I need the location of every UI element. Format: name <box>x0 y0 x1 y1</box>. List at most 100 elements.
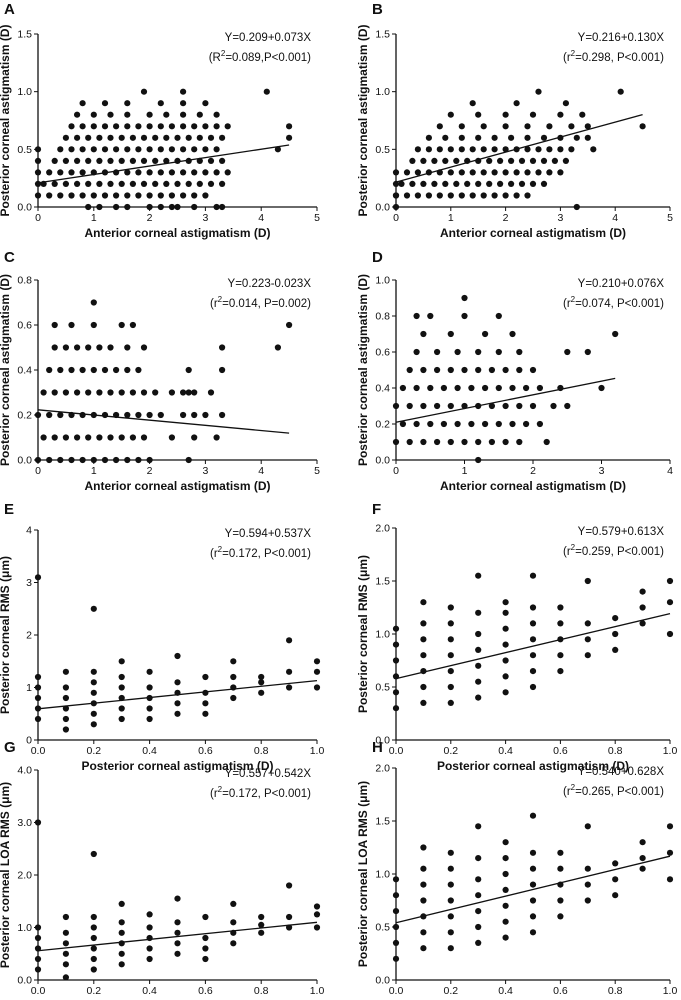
x-tick-label: 0 <box>393 212 399 224</box>
data-point <box>191 123 198 130</box>
data-point <box>529 881 537 888</box>
data-point <box>34 180 42 187</box>
data-point <box>420 366 427 374</box>
data-point <box>509 330 516 338</box>
data-point <box>475 646 482 654</box>
y-tick-label: 1.0 <box>375 869 390 881</box>
data-point <box>409 180 416 187</box>
data-point <box>414 146 421 153</box>
data-point <box>135 146 142 153</box>
data-point <box>612 892 619 899</box>
x-tick-label: 2 <box>530 465 536 477</box>
data-point <box>213 146 220 153</box>
data-point <box>163 180 170 187</box>
data-point <box>68 366 75 374</box>
y-axis-label: Posterior corneal RMS (μm) <box>356 555 370 713</box>
data-point <box>420 402 427 410</box>
data-point <box>174 940 181 947</box>
regression-equation: Y=0.557+0.542X <box>225 768 312 780</box>
data-point <box>90 299 97 306</box>
data-point <box>230 940 237 947</box>
data-point <box>392 939 400 947</box>
data-point <box>523 420 530 428</box>
data-point <box>392 876 400 883</box>
data-point <box>85 344 92 351</box>
stat-prefix: (r <box>210 298 218 310</box>
data-point <box>118 919 125 926</box>
x-tick-label: 4 <box>258 465 264 477</box>
data-point <box>475 366 482 374</box>
data-point <box>420 599 427 606</box>
data-point <box>124 192 131 199</box>
data-point <box>469 192 476 199</box>
data-point <box>524 169 531 176</box>
data-point <box>90 850 97 858</box>
data-point <box>513 169 520 176</box>
data-point <box>34 966 42 973</box>
data-point <box>34 684 42 691</box>
x-tick-label: 0.8 <box>254 745 269 757</box>
data-point <box>420 881 427 888</box>
data-point <box>286 123 293 130</box>
data-point <box>447 897 454 904</box>
data-point <box>518 157 526 164</box>
data-point <box>90 955 97 963</box>
data-point <box>90 366 97 374</box>
x-axis-label: Anterior corneal astigmatism (D) <box>84 226 270 240</box>
regression-line <box>395 377 616 423</box>
data-point <box>564 348 571 356</box>
data-point <box>420 636 427 643</box>
data-point <box>557 897 564 904</box>
data-point <box>436 146 443 153</box>
data-point <box>34 456 42 464</box>
data-point <box>74 344 81 351</box>
x-tick-label: 0.0 <box>31 985 46 997</box>
data-point <box>491 134 498 141</box>
data-point <box>146 668 153 675</box>
data-point <box>146 955 153 963</box>
data-point <box>524 123 531 130</box>
data-point <box>639 839 646 846</box>
x-tick-label: 2 <box>147 212 153 224</box>
data-point <box>666 599 674 606</box>
data-point <box>62 389 69 396</box>
data-point <box>502 689 509 696</box>
data-point <box>529 402 537 410</box>
data-point <box>579 111 586 118</box>
x-axis-label: Anterior corneal astigmatism (D) <box>84 479 270 493</box>
data-point <box>529 636 537 643</box>
data-point <box>491 169 498 176</box>
data-point <box>118 900 125 908</box>
panel-letter: E <box>4 501 14 518</box>
data-point <box>168 192 175 199</box>
data-point <box>666 849 674 856</box>
data-point <box>447 146 454 153</box>
y-tick-label: 4 <box>26 525 32 537</box>
data-point <box>420 180 427 187</box>
data-point <box>440 384 447 392</box>
y-tick-label: 1.5 <box>375 816 390 828</box>
x-tick-label: 0 <box>35 465 41 477</box>
data-point <box>536 420 544 428</box>
data-point <box>213 169 220 176</box>
data-point <box>118 705 125 712</box>
data-point <box>202 689 209 696</box>
stat-prefix: (r <box>563 786 571 798</box>
data-point <box>90 934 97 942</box>
y-tick-label: 0.8 <box>375 311 390 323</box>
y-tick-label: 0.0 <box>17 975 32 987</box>
data-point <box>495 420 502 428</box>
stat-values: =0.014, P=0.002) <box>222 298 311 310</box>
data-point <box>413 384 420 392</box>
data-point <box>90 192 97 199</box>
y-tick-label: 0.6 <box>375 347 390 359</box>
data-point <box>124 123 131 130</box>
data-point <box>51 321 58 329</box>
data-point <box>392 641 400 648</box>
data-point <box>174 180 181 187</box>
data-point <box>486 157 493 164</box>
data-point <box>502 438 509 446</box>
data-point <box>219 134 226 141</box>
data-point <box>74 134 81 141</box>
